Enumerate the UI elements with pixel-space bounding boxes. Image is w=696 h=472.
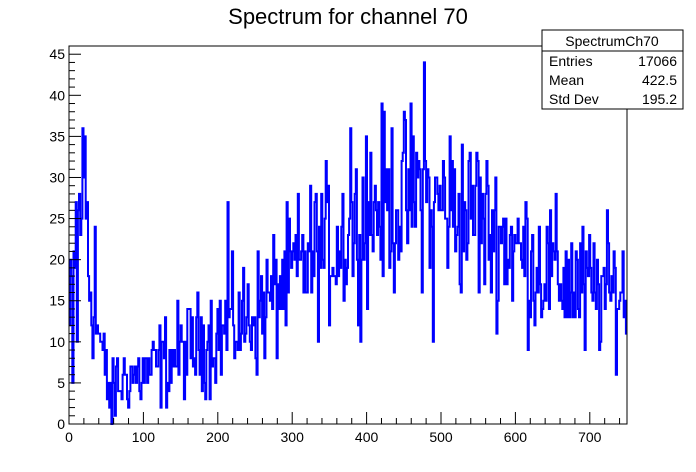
x-tick-label: 0 — [65, 429, 73, 445]
stats-stddev-label: Std Dev — [549, 91, 599, 107]
stats-entries-label: Entries — [549, 53, 593, 69]
y-axis: 0 5 10 15 20 25 30 35 40 45 — [49, 45, 81, 432]
x-tick-label: 500 — [429, 429, 453, 445]
y-tick-label: 20 — [49, 252, 65, 268]
y-tick-label: 45 — [49, 46, 65, 62]
x-tick-label: 600 — [504, 429, 528, 445]
y-tick-label: 15 — [49, 293, 65, 309]
y-tick-label: 5 — [57, 375, 65, 391]
stats-stddev-value: 195.2 — [642, 91, 677, 107]
stats-mean-value: 422.5 — [642, 72, 677, 88]
plot-area — [68, 45, 628, 425]
stats-box-title: SpectrumCh70 — [565, 33, 659, 49]
stats-box: SpectrumCh70 Entries 17066 Mean 422.5 St… — [541, 29, 684, 110]
y-tick-label: 10 — [49, 334, 65, 350]
chart-title: Spectrum for channel 70 — [228, 4, 468, 29]
y-tick-label: 40 — [49, 87, 65, 103]
y-tick-label: 30 — [49, 169, 65, 185]
y-tick-label: 35 — [49, 128, 65, 144]
y-tick-label: 25 — [49, 211, 65, 227]
x-tick-label: 100 — [132, 429, 156, 445]
histogram-series — [69, 61, 627, 425]
x-tick-label: 300 — [281, 429, 305, 445]
x-axis: 0 100 200 300 400 500 600 700 — [65, 412, 621, 445]
stats-entries-value: 17066 — [638, 53, 677, 69]
x-tick-label: 200 — [206, 429, 230, 445]
y-tick-label: 0 — [57, 416, 65, 432]
x-tick-label: 700 — [578, 429, 602, 445]
x-tick-label: 400 — [355, 429, 379, 445]
stats-mean-label: Mean — [549, 72, 584, 88]
